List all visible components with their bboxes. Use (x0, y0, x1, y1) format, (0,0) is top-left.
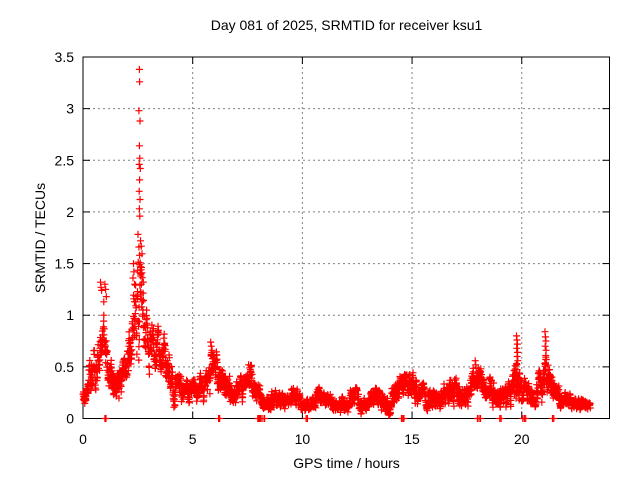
x-axis-title: GPS time / hours (293, 455, 400, 471)
y-tick-label: 0 (66, 411, 74, 427)
x-tick-label: 15 (404, 431, 420, 447)
y-tick-label: 3.5 (55, 49, 75, 65)
y-tick-label: 0.5 (55, 359, 75, 375)
x-tick-label: 20 (514, 431, 530, 447)
y-tick-label: 3 (66, 101, 74, 117)
tick-labels: 0 5 10 15 20 0 0.5 1 1.5 2 2.5 3 3.5 (55, 49, 530, 447)
grid-lines (83, 57, 610, 419)
y-tick-label: 1.5 (55, 256, 75, 272)
data-points (79, 65, 594, 422)
y-tick-label: 2.5 (55, 152, 75, 168)
y-tick-label: 2 (66, 204, 74, 220)
plot-border (82, 56, 610, 419)
y-tick-label: 1 (66, 307, 74, 323)
x-tick-label: 5 (189, 431, 197, 447)
x-tick-label: 10 (295, 431, 311, 447)
x-tick-label: 0 (79, 431, 87, 447)
chart-title: Day 081 of 2025, SRMTID for receiver ksu… (210, 17, 483, 33)
